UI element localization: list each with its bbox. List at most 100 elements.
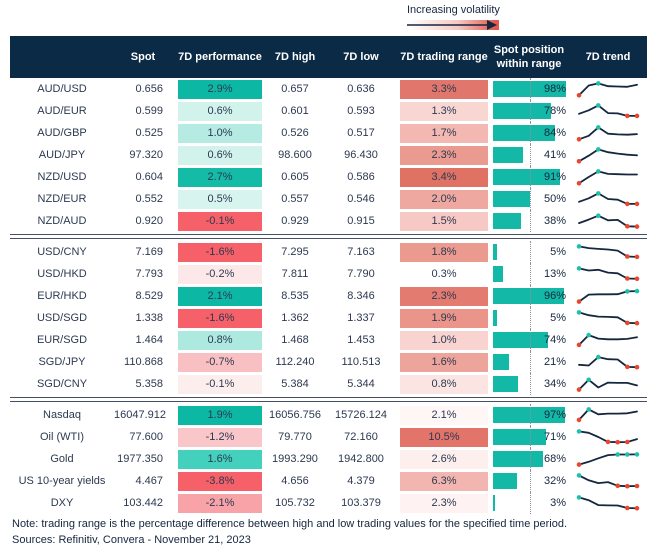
position-cell: 38% bbox=[488, 210, 570, 232]
header-spot: Spot bbox=[130, 50, 156, 63]
performance-cell: 0.6% bbox=[178, 145, 262, 165]
header-7d-performance: 7D performance bbox=[178, 50, 262, 63]
row-label: USD/CNY bbox=[37, 246, 87, 258]
performance-value: 0.6% bbox=[178, 101, 262, 121]
high-value: 0.557 bbox=[281, 193, 309, 205]
trend-sparkline bbox=[573, 492, 643, 514]
group-asia: USD/CNY 7.169 -1.6% 7.295 7.163 1.8% 5% USD/HKD… bbox=[10, 241, 647, 395]
position-cell: 3% bbox=[488, 492, 570, 514]
performance-cell: -1.6% bbox=[178, 242, 262, 262]
row-label: NZD/AUD bbox=[37, 215, 87, 227]
trend-sparkline bbox=[573, 78, 643, 100]
position-cell: 97% bbox=[488, 404, 570, 426]
sparkline-svg bbox=[576, 452, 640, 467]
position-bar bbox=[493, 103, 551, 119]
position-bar bbox=[493, 213, 522, 229]
position-label: 21% bbox=[543, 356, 566, 368]
midpoint-dotted-line bbox=[530, 144, 531, 166]
table-row: USD/SGD 1.338 -1.6% 1.362 1.337 1.9% 5% bbox=[10, 307, 647, 329]
header-7d-trading-range: 7D trading range bbox=[400, 50, 488, 63]
spot-value: 1977.350 bbox=[117, 453, 163, 465]
position-cell: 78% bbox=[488, 100, 570, 122]
table-row: NZD/EUR 0.552 0.5% 0.557 0.546 2.0% 50% bbox=[10, 188, 647, 210]
performance-value: -3.8% bbox=[178, 471, 262, 491]
trend-sparkline bbox=[573, 329, 643, 351]
trend-sparkline bbox=[573, 448, 643, 470]
trading-range-value: 0.3% bbox=[400, 264, 488, 284]
row-label: EUR/SGD bbox=[36, 334, 88, 346]
sparkline-svg bbox=[578, 354, 640, 370]
row-label: NZD/USD bbox=[37, 171, 87, 183]
row-label: DXY bbox=[50, 497, 74, 509]
high-value: 16056.756 bbox=[269, 409, 321, 421]
trend-sparkline bbox=[573, 404, 643, 426]
header-7d-trend: 7D trend bbox=[585, 50, 631, 63]
group-aud-nzd: AUD/USD 0.656 2.9% 0.657 0.636 3.3% 98% AUD/EUR… bbox=[10, 78, 647, 232]
midpoint-dotted-line bbox=[530, 241, 531, 263]
table-row: Gold 1977.350 1.6% 1993.290 1942.800 2.6% 68% bbox=[10, 448, 647, 470]
position-cell: 13% bbox=[488, 263, 570, 285]
trading-range-value: 6.3% bbox=[400, 471, 488, 491]
position-bar bbox=[493, 169, 561, 185]
position-cell: 98% bbox=[488, 78, 570, 100]
trading-range-value: 2.0% bbox=[400, 189, 488, 209]
trading-range-value: 3.3% bbox=[400, 79, 488, 99]
performance-cell: 2.7% bbox=[178, 167, 262, 187]
table-row: AUD/EUR 0.599 0.6% 0.601 0.593 1.3% 78% bbox=[10, 100, 647, 122]
position-bar bbox=[493, 125, 556, 141]
midpoint-dotted-line bbox=[530, 188, 531, 210]
performance-value: -0.1% bbox=[178, 211, 262, 231]
trading-range-cell: 3.4% bbox=[400, 167, 488, 187]
performance-cell: -0.2% bbox=[178, 264, 262, 284]
performance-value: 0.6% bbox=[178, 145, 262, 165]
low-value: 7.790 bbox=[347, 268, 375, 280]
position-cell: 34% bbox=[488, 373, 570, 395]
position-bar bbox=[493, 354, 509, 370]
position-bar bbox=[493, 473, 517, 489]
trading-range-value: 2.3% bbox=[400, 286, 488, 306]
row-label: AUD/EUR bbox=[37, 105, 87, 117]
performance-value: 1.9% bbox=[178, 405, 262, 425]
position-bar bbox=[493, 81, 566, 97]
performance-cell: 2.9% bbox=[178, 79, 262, 99]
table-row: EUR/SGD 1.464 0.8% 1.468 1.453 1.0% 74% bbox=[10, 329, 647, 351]
position-label: 98% bbox=[543, 83, 566, 95]
high-value: 0.657 bbox=[281, 83, 309, 95]
table-row: NZD/USD 0.604 2.7% 0.605 0.586 3.4% 91% bbox=[10, 166, 647, 188]
position-bar bbox=[493, 332, 548, 348]
performance-value: 0.5% bbox=[178, 189, 262, 209]
trading-range-cell: 1.3% bbox=[400, 101, 488, 121]
position-bar bbox=[493, 376, 519, 392]
high-value: 0.601 bbox=[281, 105, 309, 117]
performance-value: 2.9% bbox=[178, 79, 262, 99]
trend-sparkline bbox=[573, 122, 643, 144]
trend-sparkline bbox=[573, 210, 643, 232]
row-label: USD/HKD bbox=[37, 268, 87, 280]
performance-value: -1.2% bbox=[178, 427, 262, 447]
performance-value: 1.6% bbox=[178, 449, 262, 469]
group-separator bbox=[10, 234, 647, 239]
performance-cell: -1.2% bbox=[178, 427, 262, 447]
position-cell: 41% bbox=[488, 144, 570, 166]
spot-value: 97.320 bbox=[129, 149, 163, 161]
sparkline-svg bbox=[576, 332, 638, 348]
sources-text: Sources: Refinitiv, Convera - November 2… bbox=[12, 534, 251, 546]
sparkline-svg bbox=[576, 495, 640, 511]
position-label: 96% bbox=[543, 290, 566, 302]
position-label: 91% bbox=[543, 171, 566, 183]
trading-range-cell: 2.3% bbox=[400, 493, 488, 513]
trend-sparkline bbox=[573, 166, 643, 188]
midpoint-dotted-line bbox=[530, 404, 531, 426]
performance-cell: -0.7% bbox=[178, 352, 262, 372]
trading-range-cell: 0.3% bbox=[400, 264, 488, 284]
position-bar bbox=[493, 495, 496, 511]
performance-cell: 0.8% bbox=[178, 330, 262, 350]
position-label: 3% bbox=[550, 497, 566, 509]
spot-value: 103.442 bbox=[123, 497, 163, 509]
spot-value: 1.338 bbox=[135, 312, 163, 324]
midpoint-dotted-line bbox=[530, 492, 531, 514]
high-value: 79.770 bbox=[278, 431, 312, 443]
position-bar bbox=[493, 451, 544, 467]
note-text: Note: trading range is the percentage di… bbox=[12, 518, 568, 530]
trading-range-cell: 1.8% bbox=[400, 242, 488, 262]
